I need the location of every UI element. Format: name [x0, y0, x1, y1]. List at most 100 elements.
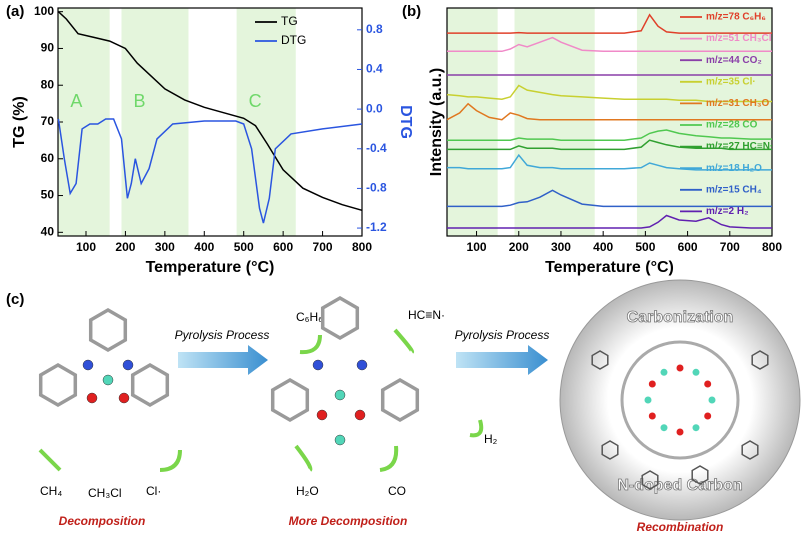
ring-sketch [320, 295, 360, 341]
curved-arrow [159, 449, 182, 472]
x-tick-label: 400 [194, 240, 214, 254]
atom-sketch [334, 434, 346, 446]
stage-label: Decomposition [59, 514, 146, 528]
x-tick-label: 100 [467, 240, 487, 254]
atom-sketch [118, 392, 130, 404]
panel-label: (b) [402, 3, 421, 20]
x-tick-label: 300 [551, 240, 571, 254]
y-tick-label: 40 [41, 224, 55, 238]
core-atom [660, 424, 668, 432]
y-tick-label: 100 [34, 4, 54, 18]
x-tick-label: 600 [273, 240, 293, 254]
series-line [447, 13, 772, 34]
series-line [447, 129, 772, 141]
species-label: CO [388, 484, 406, 498]
legend-label: m/z=27 HC≡N· [706, 141, 773, 152]
legend-label: m/z=2 H₂ [706, 206, 749, 217]
core-atom [648, 412, 656, 420]
fragment-sketch [641, 470, 659, 490]
ring-label: Carbonization [627, 309, 734, 326]
legend-label: TG [281, 14, 298, 28]
legend-label: m/z=78 C₆H₆ [706, 12, 766, 23]
series-line [447, 153, 772, 171]
x-tick-label: 100 [76, 240, 96, 254]
y-tick-label: 60 [41, 151, 55, 165]
series-line [446, 84, 772, 103]
y-tick-label: 90 [41, 41, 55, 55]
series-line [447, 36, 772, 53]
species-label: CH₄ [40, 484, 62, 498]
x-axis-label: Temperature (°C) [545, 259, 674, 276]
core-atom [704, 412, 712, 420]
x-tick-label: 500 [635, 240, 655, 254]
atom-sketch [86, 392, 98, 404]
x-tick-label: 600 [678, 240, 698, 254]
legend-label: DTG [281, 33, 306, 47]
panel-label: (a) [6, 3, 24, 20]
core-atom [708, 396, 716, 404]
fragment-sketch [741, 440, 759, 460]
y2-tick-label: 0.4 [366, 62, 383, 76]
panel-label: (c) [6, 291, 24, 308]
series-line [57, 118, 363, 224]
diagram: Pyrolysis Process Pyrolysis Process Carb… [38, 279, 801, 534]
atom-sketch [316, 409, 328, 421]
y-axis-label: TG (%) [11, 96, 28, 148]
legend-label: m/z=44 CO₂ [706, 55, 762, 66]
x-tick-label: 800 [762, 240, 782, 254]
legend-label: m/z=15 CH₄ [706, 184, 762, 195]
core-atom [676, 428, 684, 436]
atom-sketch [82, 359, 94, 371]
ring-sketch [130, 362, 170, 408]
shaded-region [121, 8, 189, 236]
arrow-label: Pyrolysis Process [175, 328, 270, 342]
core-atom [660, 368, 668, 376]
x-axis-label: Temperature (°C) [146, 259, 275, 276]
species-label: HC≡N· [408, 308, 445, 322]
atom-sketch [312, 359, 324, 371]
ring-sketch [380, 377, 420, 423]
legend-label: m/z=18 H₂O [706, 163, 762, 174]
y-tick-label: 80 [41, 77, 55, 91]
fragment-sketch [601, 440, 619, 460]
region-label: B [133, 91, 145, 111]
y2-tick-label: -0.8 [366, 181, 387, 195]
shaded-region [636, 8, 772, 236]
y2-tick-label: 0.8 [366, 22, 383, 36]
y2-axis-label: DTG [397, 105, 414, 139]
atom-sketch [334, 389, 346, 401]
fragment-sketch [691, 465, 709, 485]
plot-frame [446, 7, 773, 237]
core-atom [692, 424, 700, 432]
shaded-region [236, 8, 296, 236]
y-axis-label: Intensity (a.u.) [428, 68, 445, 176]
ring-sketch [270, 377, 310, 423]
ring-sketch [88, 307, 128, 353]
fragment-sketch [751, 350, 769, 370]
atom-sketch [356, 359, 368, 371]
series-line [446, 102, 772, 121]
y2-tick-label: -0.4 [366, 141, 387, 155]
x-tick-label: 500 [234, 240, 254, 254]
curved-arrow [393, 328, 415, 354]
y-tick-label: 70 [41, 114, 55, 128]
series-line [57, 11, 363, 212]
legend-label: m/z=35 Cl· [706, 76, 756, 87]
legend-label: m/z=28 CO [706, 120, 758, 131]
curved-arrow [38, 448, 62, 472]
core-atom [676, 364, 684, 372]
atom-sketch [122, 359, 134, 371]
x-tick-label: 400 [593, 240, 613, 254]
process-arrow [456, 345, 548, 375]
species-label: C₆H₆ [296, 310, 323, 324]
carbon-core [620, 340, 740, 460]
x-tick-label: 700 [720, 240, 740, 254]
core-atom [644, 396, 652, 404]
atom-sketch [354, 409, 366, 421]
region-label: A [70, 91, 82, 111]
curved-arrow [299, 334, 322, 355]
atom-sketch [102, 374, 114, 386]
shaded-region [447, 8, 498, 236]
x-tick-label: 200 [115, 240, 135, 254]
species-label: H₂ [484, 432, 498, 446]
